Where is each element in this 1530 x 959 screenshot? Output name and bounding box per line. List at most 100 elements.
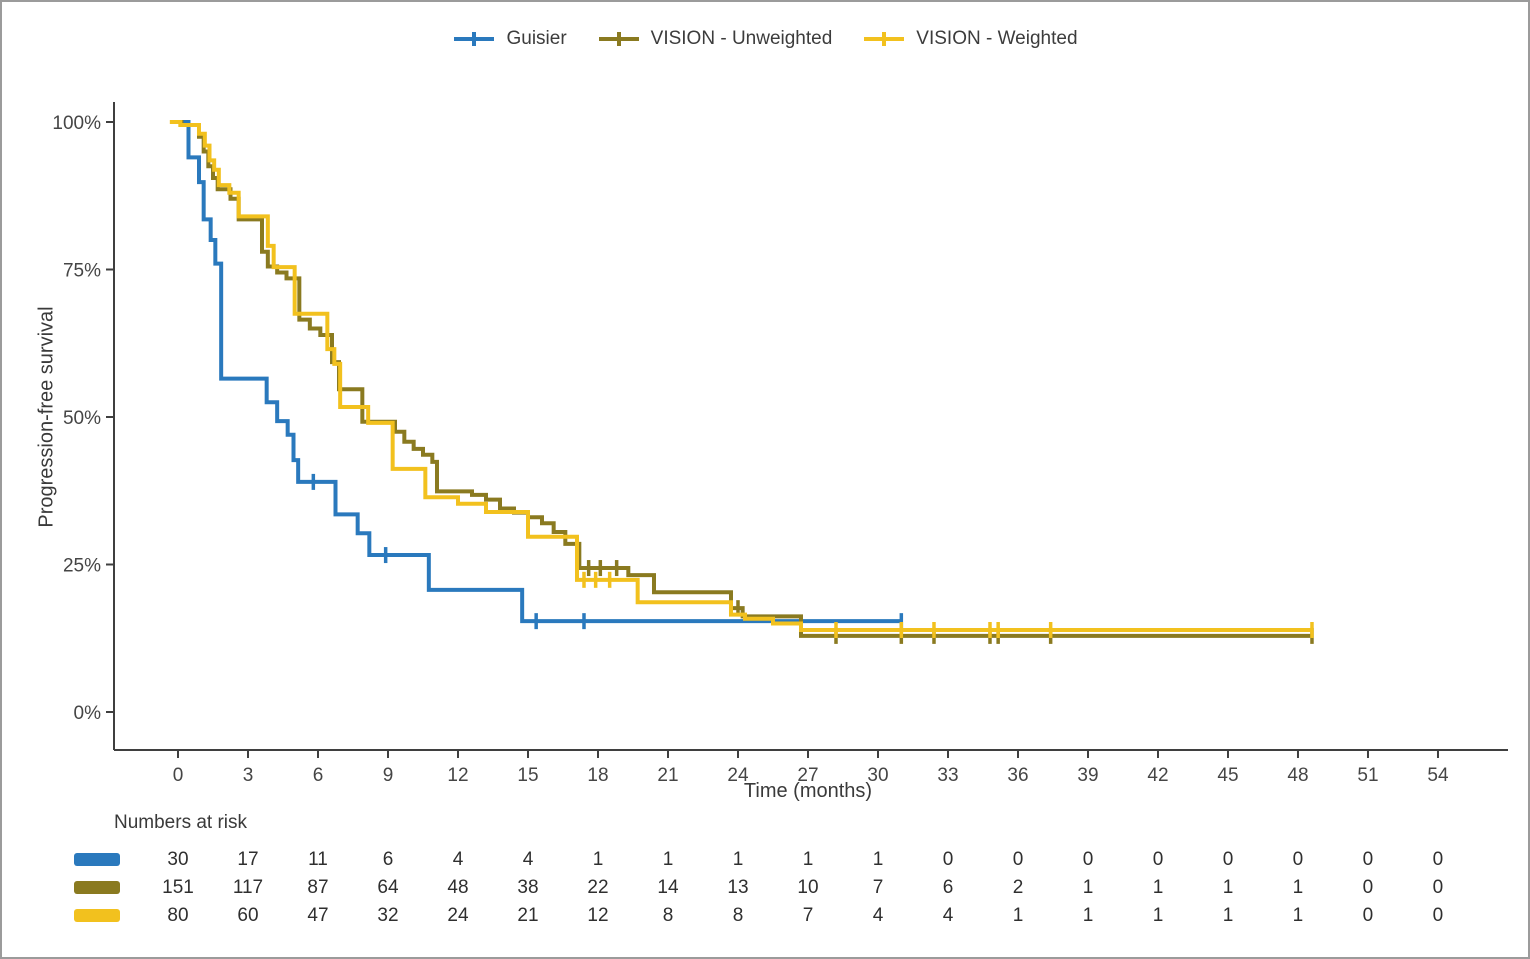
risk-count: 0 bbox=[1152, 849, 1164, 870]
risk-count: 38 bbox=[517, 877, 539, 898]
km-curve-guisier bbox=[178, 120, 902, 624]
x-axis-title: Time (months) bbox=[743, 780, 873, 802]
risk-count: 4 bbox=[522, 849, 534, 870]
risk-count: 1 bbox=[1152, 877, 1164, 898]
legend-key-plus-icon bbox=[864, 32, 905, 46]
risk-count: 1 bbox=[1152, 905, 1164, 926]
km-curve-vision-unweighted bbox=[175, 120, 1312, 638]
legend-label: VISION - Weighted bbox=[916, 28, 1078, 49]
legend-item-vision-unweighted: VISION - Unweighted bbox=[597, 28, 833, 50]
risk-count: 17 bbox=[237, 849, 259, 870]
x-tick-label: 0 bbox=[173, 765, 184, 786]
risk-count: 1 bbox=[592, 849, 604, 870]
risk-count: 6 bbox=[382, 849, 394, 870]
risk-count: 0 bbox=[1362, 905, 1374, 926]
risk-count: 24 bbox=[447, 905, 469, 926]
risk-count: 22 bbox=[587, 877, 609, 898]
risk-count: 0 bbox=[1432, 849, 1444, 870]
legend-item-vision-weighted: VISION - Weighted bbox=[862, 28, 1078, 50]
risk-count: 1 bbox=[1012, 905, 1024, 926]
x-tick-label: 36 bbox=[1007, 765, 1028, 786]
y-tick-label: 25% bbox=[63, 556, 101, 577]
risk-count: 21 bbox=[517, 905, 539, 926]
x-tick-label: 54 bbox=[1427, 765, 1449, 786]
risk-count: 2 bbox=[1012, 877, 1024, 898]
x-tick-label: 33 bbox=[937, 765, 958, 786]
x-tick-label: 6 bbox=[313, 765, 324, 786]
risk-count: 1 bbox=[1222, 905, 1234, 926]
risk-count: 0 bbox=[1082, 849, 1094, 870]
x-tick-label: 45 bbox=[1217, 765, 1238, 786]
x-tick-label: 18 bbox=[587, 765, 608, 786]
x-tick-label: 51 bbox=[1357, 765, 1378, 786]
risk-count: 12 bbox=[587, 905, 609, 926]
risk-count: 60 bbox=[237, 905, 259, 926]
risk-count: 1 bbox=[1082, 877, 1094, 898]
x-tick-label: 48 bbox=[1287, 765, 1308, 786]
risk-count: 1 bbox=[802, 849, 814, 870]
x-tick-label: 39 bbox=[1077, 765, 1098, 786]
x-tick-label: 42 bbox=[1147, 765, 1168, 786]
km-curve-vision-weighted bbox=[169, 120, 1312, 632]
risk-count: 117 bbox=[232, 877, 264, 898]
risk-count: 0 bbox=[1292, 849, 1304, 870]
legend-item-guisier: Guisier bbox=[452, 28, 567, 50]
risk-count: 87 bbox=[307, 877, 329, 898]
risk-count: 7 bbox=[802, 905, 814, 926]
y-tick-label: 50% bbox=[63, 408, 101, 429]
risk-count: 1 bbox=[1082, 905, 1094, 926]
x-tick-label: 9 bbox=[383, 765, 394, 786]
risk-count: 32 bbox=[377, 905, 399, 926]
x-tick-label: 21 bbox=[657, 765, 678, 786]
risk-count: 13 bbox=[727, 877, 749, 898]
risk-count: 80 bbox=[167, 905, 189, 926]
risk-count: 0 bbox=[1222, 849, 1234, 870]
risk-count: 64 bbox=[377, 877, 399, 898]
risk-count: 151 bbox=[162, 877, 194, 898]
risk-count: 4 bbox=[872, 905, 884, 926]
risk-count: 8 bbox=[662, 905, 674, 926]
numbers-at-risk-label: Numbers at risk bbox=[114, 812, 248, 833]
x-tick-label: 3 bbox=[243, 765, 254, 786]
risk-row-swatch bbox=[74, 853, 120, 866]
risk-count: 7 bbox=[872, 877, 884, 898]
risk-count: 0 bbox=[1012, 849, 1024, 870]
risk-count: 8 bbox=[732, 905, 744, 926]
risk-count: 0 bbox=[1432, 877, 1444, 898]
x-tick-label: 24 bbox=[727, 765, 749, 786]
legend-key-plus-icon bbox=[598, 32, 639, 46]
risk-count: 0 bbox=[1362, 877, 1374, 898]
risk-count: 0 bbox=[942, 849, 954, 870]
risk-count: 4 bbox=[452, 849, 464, 870]
y-axis-title: Progression-free survival bbox=[35, 306, 58, 528]
risk-count: 30 bbox=[167, 849, 189, 870]
legend-label: Guisier bbox=[506, 28, 567, 49]
risk-count: 48 bbox=[447, 877, 469, 898]
risk-count: 10 bbox=[797, 877, 819, 898]
y-tick-label: 100% bbox=[52, 113, 101, 134]
x-tick-label: 12 bbox=[447, 765, 468, 786]
risk-count: 1 bbox=[732, 849, 744, 870]
x-tick-label: 27 bbox=[797, 765, 818, 786]
y-tick-label: 0% bbox=[74, 703, 102, 724]
risk-count: 0 bbox=[1362, 849, 1374, 870]
risk-count: 1 bbox=[1292, 877, 1304, 898]
risk-count: 1 bbox=[1222, 877, 1234, 898]
legend-label: VISION - Unweighted bbox=[650, 28, 833, 49]
risk-count: 6 bbox=[942, 877, 954, 898]
chart-legend: Guisier VISION - Unweighted VISION - Wei… bbox=[2, 28, 1528, 50]
y-tick-label: 75% bbox=[63, 261, 101, 282]
legend-key-plus-icon bbox=[454, 32, 495, 46]
risk-count: 47 bbox=[307, 905, 329, 926]
x-tick-label: 30 bbox=[867, 765, 888, 786]
risk-row-swatch bbox=[74, 881, 120, 894]
risk-count: 0 bbox=[1432, 905, 1444, 926]
x-tick-label: 15 bbox=[517, 765, 538, 786]
risk-count: 1 bbox=[662, 849, 674, 870]
risk-count: 1 bbox=[1292, 905, 1304, 926]
risk-count: 11 bbox=[308, 849, 328, 870]
risk-count: 1 bbox=[872, 849, 884, 870]
risk-count: 4 bbox=[942, 905, 954, 926]
